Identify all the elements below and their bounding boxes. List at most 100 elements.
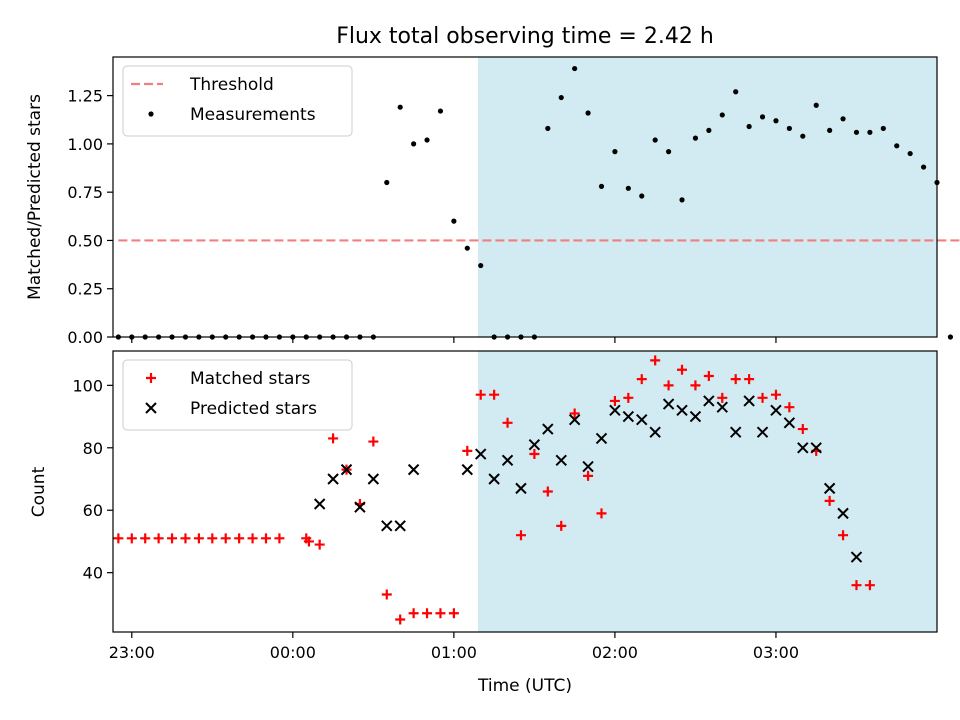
matched-star-point xyxy=(636,374,647,385)
measurement-point xyxy=(840,116,846,122)
predicted-star-point xyxy=(568,413,581,426)
matched-star-point xyxy=(435,608,446,619)
matched-star-point xyxy=(368,436,379,447)
measurement-point xyxy=(786,125,792,132)
matched-star-point xyxy=(153,533,164,544)
y-tick-label: 60 xyxy=(83,501,103,520)
matched-star-point xyxy=(717,392,728,403)
measurement-point xyxy=(397,104,403,110)
predicted-star-point xyxy=(475,448,487,460)
predicted-star-point xyxy=(703,395,715,407)
y-tick-label: 0.75 xyxy=(67,183,103,202)
predicted-star-point xyxy=(327,473,339,485)
matched-star-point xyxy=(328,433,339,444)
predicted-star-point xyxy=(595,432,608,445)
measurement-point xyxy=(478,262,484,269)
predicted-star-point xyxy=(542,423,554,435)
measurement-point xyxy=(746,123,752,130)
predicted-star-point xyxy=(555,454,567,466)
predicted-star-point xyxy=(797,442,809,454)
y-tick-label: 0.50 xyxy=(67,231,103,250)
matched-star-point xyxy=(838,530,849,541)
measurement-point xyxy=(813,102,819,108)
matched-star-point xyxy=(502,417,513,428)
bottom-panel: 40 60 80 100 23:00 00:00 01:00 02:00 03:00 Matche… xyxy=(72,350,938,662)
measurement-point xyxy=(907,150,913,157)
matched-star-point xyxy=(596,508,607,519)
matched-star-point xyxy=(381,589,392,600)
measurement-point xyxy=(827,127,833,133)
x-tick-label: 01:00 xyxy=(431,643,477,662)
predicted-star-point xyxy=(850,551,863,563)
matched-star-point xyxy=(274,533,285,544)
matched-star-point xyxy=(556,520,567,531)
axes-frame xyxy=(112,56,938,338)
matched-star-point xyxy=(730,374,741,385)
legend-label: Matched stars xyxy=(190,369,310,389)
matched-star-point xyxy=(757,392,768,403)
matched-star-point xyxy=(650,355,661,366)
matched-star-point xyxy=(569,408,580,419)
x-tick-label: 00:00 xyxy=(270,643,316,662)
predicted-star-point xyxy=(407,463,420,476)
x-tick-label: 23:00 xyxy=(109,643,155,662)
bottom-y-axis-label: Count xyxy=(29,466,49,517)
matched-star-point xyxy=(609,395,620,406)
measurement-point xyxy=(894,143,900,149)
predicted-star-point xyxy=(394,520,406,532)
y-tick-label: 100 xyxy=(72,376,103,395)
predicted-star-point xyxy=(488,473,500,485)
legend-matched-swatch xyxy=(146,373,156,383)
matched-star-point xyxy=(744,374,755,385)
matched-star-point xyxy=(234,533,245,544)
matched-star-point xyxy=(260,533,271,544)
top-y-axis-label: Matched/Predicted stars xyxy=(25,94,45,300)
y-tick-label: 1.25 xyxy=(67,87,103,106)
measurement-point xyxy=(733,89,739,95)
matched-star-point xyxy=(395,614,406,625)
matched-star-point xyxy=(663,380,674,391)
matched-star-point xyxy=(677,364,688,375)
measurement-point xyxy=(558,94,564,101)
y-tick-label: 1.00 xyxy=(67,135,103,154)
matched-star-point xyxy=(703,370,714,381)
matched-star-point xyxy=(824,495,835,506)
matched-star-point xyxy=(784,402,795,413)
measurement-point xyxy=(652,137,658,143)
predicted-star-point xyxy=(662,398,675,410)
matched-star-point xyxy=(797,424,808,435)
measurement-point xyxy=(464,245,470,251)
measurement-point xyxy=(679,197,685,203)
predicted-star-point xyxy=(528,438,541,451)
measurement-point xyxy=(639,193,645,199)
matched-star-point xyxy=(489,389,500,400)
matched-star-point xyxy=(770,389,781,400)
measurement-point xyxy=(773,118,779,124)
measurement-point xyxy=(585,110,591,116)
measurement-point xyxy=(719,112,725,118)
measurement-point xyxy=(572,65,578,72)
measurement-point xyxy=(759,114,766,120)
matched-star-point xyxy=(623,392,634,403)
legend-label: Predicted stars xyxy=(190,399,317,419)
predicted-star-point xyxy=(743,395,755,407)
measurement-point xyxy=(706,127,712,133)
matched-star-point xyxy=(126,533,137,544)
matched-star-point xyxy=(542,486,553,497)
x-tick-label: 02:00 xyxy=(592,643,638,662)
matched-star-point xyxy=(247,533,258,544)
measurement-point xyxy=(880,125,886,132)
matched-star-point xyxy=(475,389,486,400)
matched-star-point xyxy=(303,536,314,547)
predicted-star-point xyxy=(501,454,514,466)
predicted-star-point xyxy=(783,417,796,429)
y-tick-label: 0.00 xyxy=(67,328,103,347)
predicted-star-point xyxy=(729,426,742,438)
predicted-star-point xyxy=(810,442,822,454)
matched-star-point xyxy=(462,445,473,456)
measurement-point xyxy=(867,129,873,135)
matched-star-point xyxy=(529,449,540,460)
matched-star-point xyxy=(207,533,218,544)
measurement-point xyxy=(920,164,927,170)
measurement-point xyxy=(598,183,605,189)
